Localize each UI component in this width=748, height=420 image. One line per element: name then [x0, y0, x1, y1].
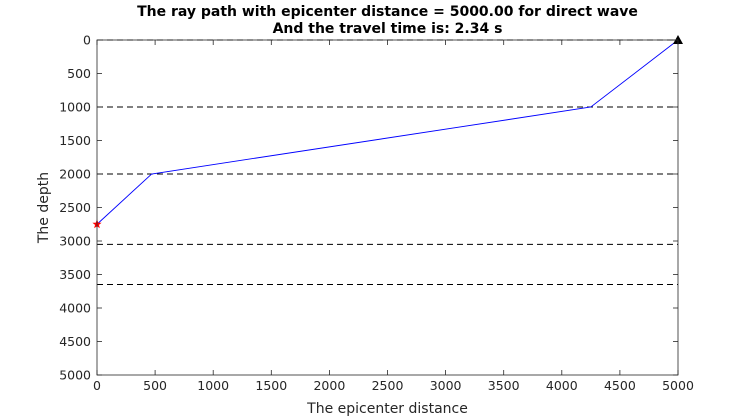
x-tick-label: 2000: [313, 378, 345, 393]
x-tick-label: 4500: [604, 378, 636, 393]
y-axis-label: The depth: [36, 172, 52, 244]
x-tick-label: 1000: [197, 378, 229, 393]
x-tick-label: 4000: [546, 378, 578, 393]
chart-title-line1: The ray path with epicenter distance = 5…: [137, 4, 638, 20]
x-tick-label: 0: [93, 378, 101, 393]
y-tick-label: 5000: [59, 368, 91, 383]
axes-box: [96, 39, 679, 376]
x-tick-label: 2500: [372, 378, 404, 393]
y-tick-label: 3000: [59, 234, 91, 249]
x-tick-label: 3500: [488, 378, 520, 393]
ray-path-line: [96, 39, 679, 225]
y-tick-label: 3500: [59, 267, 91, 282]
y-tick-label: 2000: [59, 167, 91, 182]
plot-area: [92, 35, 683, 286]
y-tick-label: 1000: [59, 100, 91, 115]
axes: [96, 39, 679, 376]
y-tick-label: 1500: [59, 133, 91, 148]
x-tick-label: 500: [143, 378, 167, 393]
y-tick-label: 0: [83, 33, 91, 48]
y-tick-label: 2500: [59, 200, 91, 215]
y-tick-label: 4500: [59, 334, 91, 349]
x-tick-label: 1500: [255, 378, 287, 393]
x-axis-label: The epicenter distance: [306, 401, 468, 417]
ticks: 0 500 1000 1500 2000 2500 3000 3500 4000 4500 5000…: [59, 33, 694, 394]
receiver-triangle-marker: [673, 35, 683, 44]
y-tick-label: 500: [67, 66, 91, 81]
chart-title-line2: And the travel time is: 2.34 s: [273, 21, 503, 37]
y-tick-label: 4000: [59, 301, 91, 316]
x-tick-label: 3000: [430, 378, 462, 393]
x-tick-label: 5000: [662, 378, 694, 393]
